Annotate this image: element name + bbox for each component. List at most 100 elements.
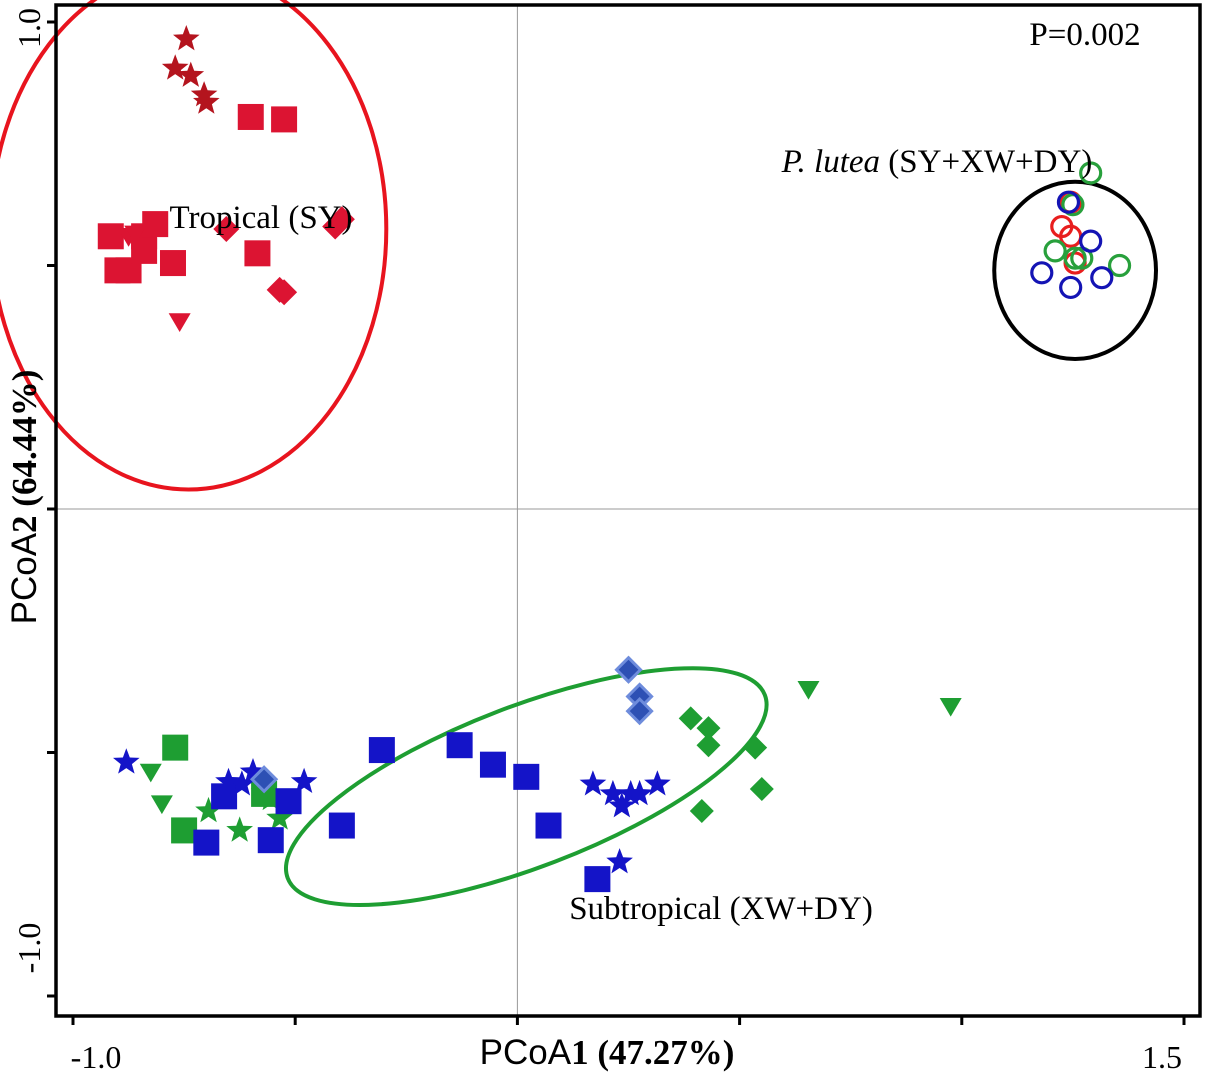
point-diamond — [271, 279, 298, 306]
point-diamond — [249, 765, 279, 794]
point-diamond — [625, 696, 654, 726]
point-star — [290, 767, 318, 793]
point-diamond — [696, 716, 721, 741]
series-subtropical-green-stars — [195, 784, 293, 842]
point-star — [644, 770, 671, 796]
subtropical-ellipse — [283, 666, 769, 907]
series-subtropical-blue-stars — [113, 748, 671, 874]
series-subtropical-blue-squares — [193, 732, 611, 893]
y-axis-title: PCoA2 (64.44%) — [5, 370, 44, 625]
point-triangle-down — [139, 763, 162, 783]
point-star — [195, 796, 222, 823]
subtropical-label: Subtropical (XW+DY) — [569, 891, 873, 927]
point-circle — [1063, 246, 1087, 270]
series-tropical-sy-diamonds — [213, 206, 355, 306]
point-square — [584, 866, 611, 893]
point-circle — [1090, 266, 1114, 290]
y-tick-label-min: -1.0 — [11, 923, 47, 974]
point-diamond — [678, 706, 703, 731]
series-subtropical-green-diamonds — [678, 706, 774, 823]
y-axis-title-value: 2 (64.44%) — [5, 370, 44, 533]
point-star — [173, 25, 200, 51]
point-square — [244, 240, 271, 267]
point-square — [271, 106, 298, 133]
point-square — [368, 737, 395, 764]
point-star — [239, 758, 267, 784]
point-square — [328, 812, 355, 839]
point-circle — [1059, 275, 1083, 300]
point-star — [215, 767, 242, 793]
point-star — [608, 792, 636, 818]
point-triangle-down — [130, 237, 153, 257]
point-diamond — [614, 655, 643, 684]
tropical-label: Tropical (SY) — [169, 200, 352, 236]
series-p-lutea-blue-circles — [1030, 190, 1114, 300]
point-square — [159, 250, 186, 277]
point-star — [226, 816, 253, 842]
x-axis-title-value: 1 (47.27%) — [571, 1033, 734, 1072]
point-circle — [1056, 190, 1081, 214]
p-value-label: P=0.002 — [1029, 17, 1140, 53]
point-square — [171, 817, 198, 844]
tropical-ellipse — [0, 0, 389, 492]
point-circle — [1043, 239, 1067, 263]
p-lutea-label: P. lutea (SY+XW+DY) — [781, 144, 1093, 180]
point-star — [599, 779, 627, 806]
point-triangle-down — [124, 225, 147, 245]
point-star — [606, 848, 633, 874]
series-subtropical-green-triangles — [139, 680, 962, 815]
point-triangle-down — [150, 795, 173, 815]
series-tropical-sy-stars — [161, 25, 220, 114]
point-diamond — [328, 206, 355, 233]
group-ellipses — [0, 0, 1159, 907]
point-triangle-down — [168, 313, 191, 332]
point-square — [275, 788, 302, 815]
point-square — [193, 829, 220, 856]
point-square — [97, 223, 124, 250]
point-star — [617, 779, 644, 806]
point-star — [161, 54, 189, 80]
series-tropical-sy-triangles — [117, 225, 191, 332]
point-triangle-down — [797, 680, 820, 700]
y-tick-label-max: 1.0 — [11, 8, 47, 48]
point-diamond — [696, 733, 721, 758]
crosshair-gridlines — [56, 5, 1200, 1016]
point-square — [535, 812, 562, 839]
x-tick-label-min: -1.0 — [71, 1039, 122, 1075]
x-axis-title-prefix: PCoA — [480, 1033, 572, 1072]
point-square — [446, 732, 473, 759]
series-subtropical-blue-diamonds — [249, 655, 654, 794]
point-square — [257, 827, 284, 854]
point-square — [142, 211, 169, 238]
point-diamond — [743, 735, 768, 760]
point-star — [266, 804, 293, 830]
point-star — [228, 770, 256, 796]
axis-ticks — [47, 20, 1186, 1025]
point-diamond — [689, 798, 714, 823]
point-circle — [1079, 229, 1103, 253]
point-star — [193, 88, 220, 114]
point-square — [237, 103, 264, 130]
x-axis-title: PCoA1 (47.27%) — [480, 1033, 735, 1072]
point-circle — [1107, 253, 1132, 278]
point-star — [177, 61, 205, 87]
data-points — [97, 25, 1132, 893]
series-tropical-sy-squares — [97, 103, 298, 284]
point-star — [257, 784, 285, 811]
point-diamond — [213, 215, 240, 242]
p-lutea-ellipse — [992, 179, 1159, 362]
point-star — [579, 770, 607, 796]
point-star — [113, 748, 140, 774]
x-tick-label-max: 1.5 — [1142, 1039, 1182, 1075]
point-triangle-down — [939, 697, 962, 717]
p-lutea-species: P. lutea — [781, 144, 880, 180]
point-circle — [1079, 161, 1103, 185]
point-diamond — [749, 777, 774, 802]
point-square — [162, 734, 189, 761]
point-square — [513, 763, 540, 790]
point-square — [479, 751, 506, 778]
point-star — [190, 81, 218, 107]
p-lutea-sites: (SY+XW+DY) — [880, 144, 1092, 180]
point-circle — [1030, 261, 1054, 285]
